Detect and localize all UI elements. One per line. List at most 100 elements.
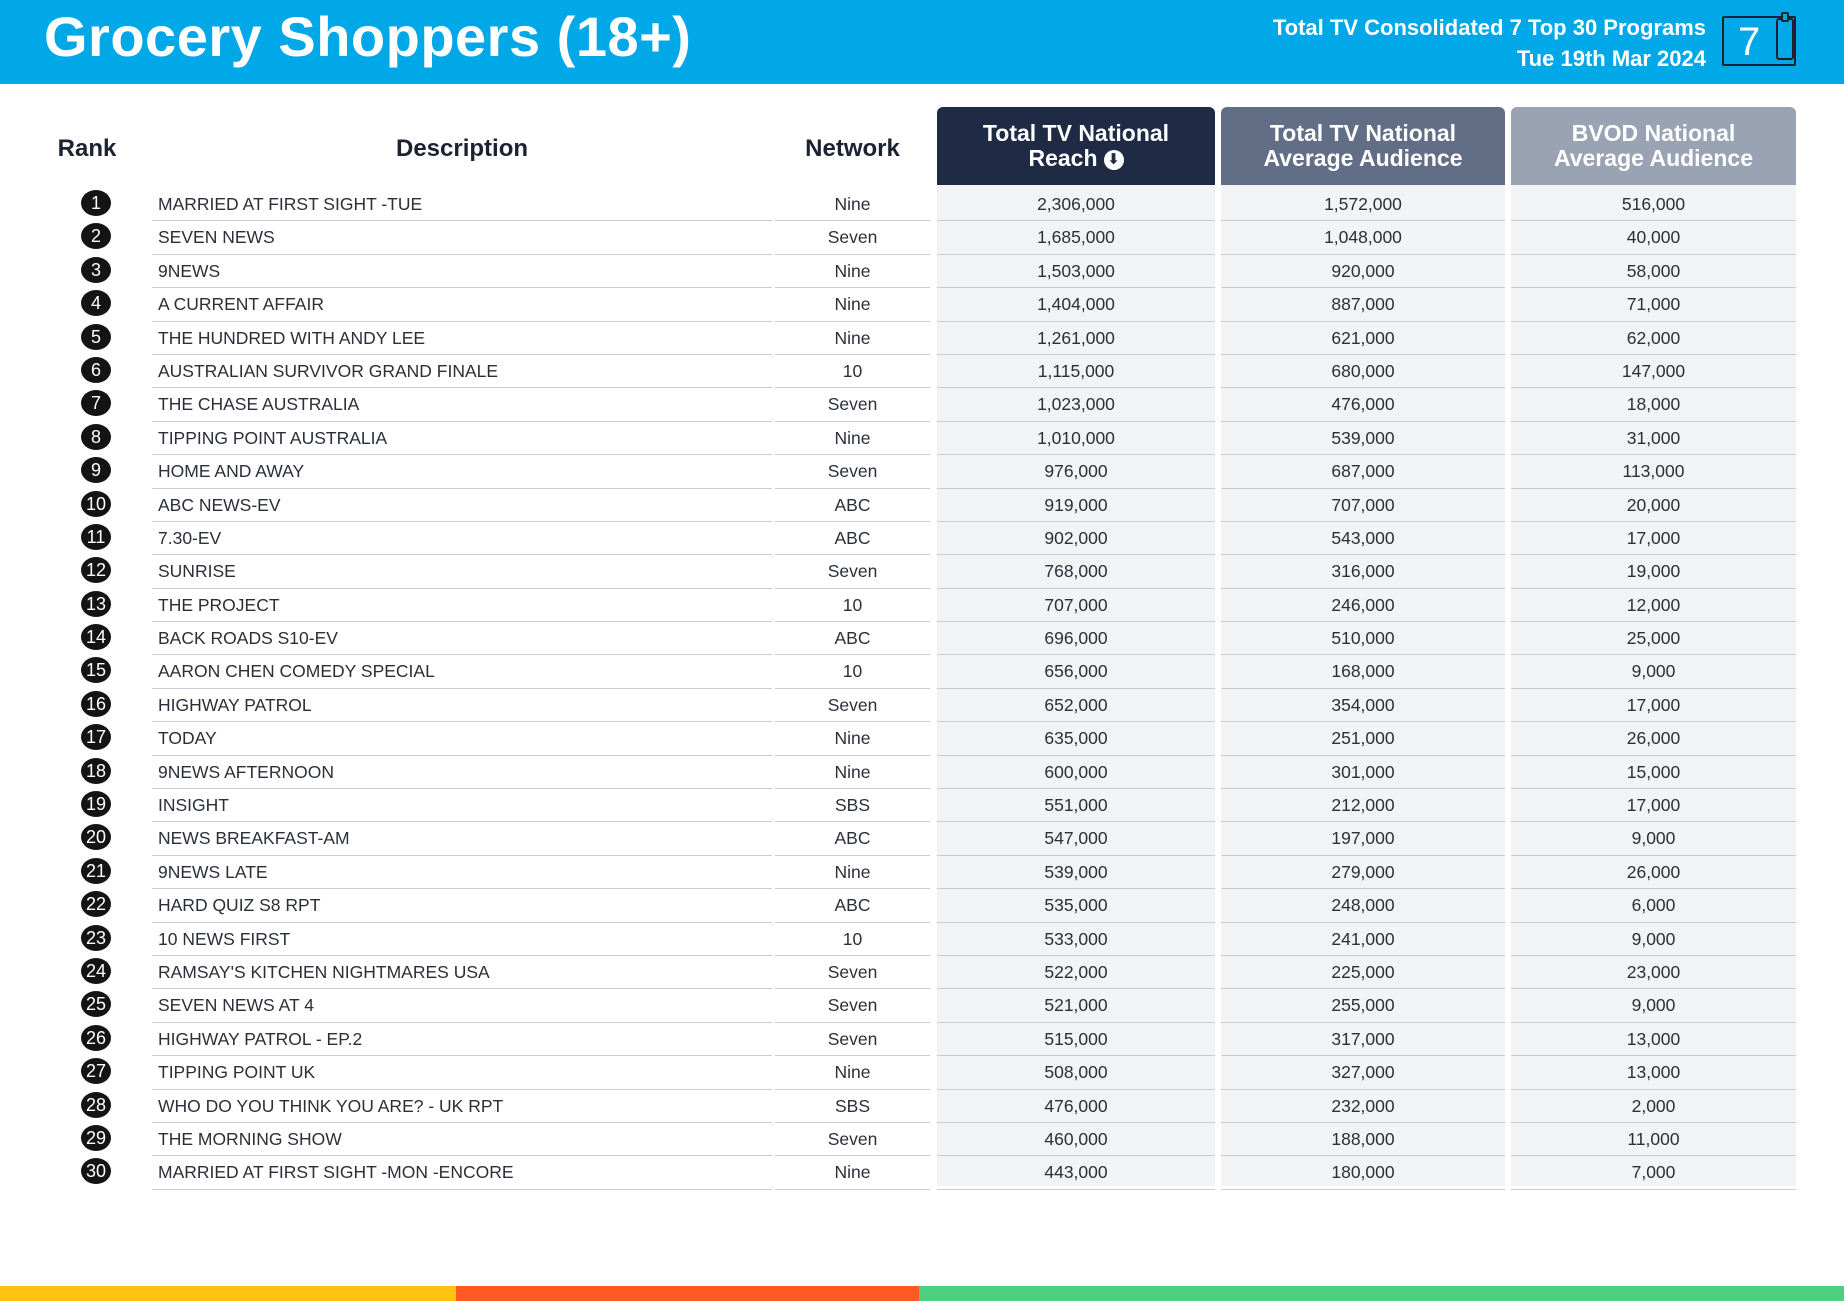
- programs-table: 1 MARRIED AT FIRST SIGHT -TUE Nine 2,306,00…: [0, 188, 1844, 1190]
- network-cell: Seven: [775, 989, 930, 1023]
- rank-badge: 27: [81, 1058, 111, 1085]
- network-cell: SBS: [775, 789, 930, 823]
- avg-audience-cell: 225,000: [1221, 956, 1505, 990]
- network-cell: Nine: [775, 856, 930, 890]
- program-description: RAMSAY'S KITCHEN NIGHTMARES USA: [152, 956, 772, 990]
- program-description: THE PROJECT: [152, 589, 772, 623]
- program-description: 9NEWS LATE: [152, 856, 772, 890]
- rank-badge: 2: [81, 223, 111, 250]
- bvod-audience-cell: 13,000: [1511, 1023, 1796, 1057]
- table-row[interactable]: 13 THE PROJECT 10 707,000 246,000 12,000: [0, 589, 1844, 623]
- avg-audience-cell: 539,000: [1221, 422, 1505, 456]
- network-cell: Nine: [775, 722, 930, 756]
- rank-badge: 18: [81, 757, 111, 784]
- table-row[interactable]: 7 THE CHASE AUSTRALIA Seven 1,023,000 476,00…: [0, 388, 1844, 422]
- table-row[interactable]: 25 SEVEN NEWS AT 4 Seven 521,000 255,000 9,00…: [0, 989, 1844, 1023]
- reach-cell: 1,404,000: [937, 288, 1215, 322]
- program-description: MARRIED AT FIRST SIGHT -MON -ENCORE: [152, 1156, 772, 1190]
- table-row[interactable]: 24 RAMSAY'S KITCHEN NIGHTMARES USA Seven 52…: [0, 956, 1844, 990]
- table-row[interactable]: 17 TODAY Nine 635,000 251,000 26,000: [0, 722, 1844, 756]
- program-description: AUSTRALIAN SURVIVOR GRAND FINALE: [152, 355, 772, 389]
- table-row[interactable]: 9 HOME AND AWAY Seven 976,000 687,000 113,000: [0, 455, 1844, 489]
- rank-badge: 25: [81, 991, 111, 1018]
- network-cell: ABC: [775, 822, 930, 856]
- bvod-audience-cell: 25,000: [1511, 622, 1796, 656]
- table-row[interactable]: 21 9NEWS LATE Nine 539,000 279,000 26,000: [0, 856, 1844, 890]
- table-row[interactable]: 6 AUSTRALIAN SURVIVOR GRAND FINALE 10 1,115…: [0, 355, 1844, 389]
- avg-audience-cell: 327,000: [1221, 1056, 1505, 1090]
- avg-audience-cell: 1,048,000: [1221, 221, 1505, 255]
- rank-badge: 28: [81, 1091, 111, 1118]
- avg-audience-cell: 476,000: [1221, 388, 1505, 422]
- table-row[interactable]: 26 HIGHWAY PATROL - EP.2 Seven 515,000 317,0…: [0, 1023, 1844, 1057]
- network-cell: Nine: [775, 188, 930, 222]
- table-row[interactable]: 8 TIPPING POINT AUSTRALIA Nine 1,010,000 539…: [0, 422, 1844, 456]
- program-description: HOME AND AWAY: [152, 455, 772, 489]
- table-row[interactable]: 3 9NEWS Nine 1,503,000 920,000 58,000: [0, 255, 1844, 289]
- footer-strip-yellow: [0, 1286, 456, 1301]
- network-cell: Seven: [775, 1123, 930, 1157]
- table-row[interactable]: 29 THE MORNING SHOW Seven 460,000 188,000 11,…: [0, 1123, 1844, 1157]
- reach-cell: 1,010,000: [937, 422, 1215, 456]
- table-row[interactable]: 1 MARRIED AT FIRST SIGHT -TUE Nine 2,306,00…: [0, 188, 1844, 222]
- avg-audience-cell: 510,000: [1221, 622, 1505, 656]
- sort-down-icon[interactable]: ⬇: [1103, 149, 1124, 170]
- rank-badge: 6: [81, 356, 111, 383]
- reach-cell: 1,503,000: [937, 255, 1215, 289]
- reach-cell: 476,000: [937, 1090, 1215, 1123]
- table-row[interactable]: 12 SUNRISE Seven 768,000 316,000 19,000: [0, 555, 1844, 589]
- reach-cell: 2,306,000: [937, 188, 1215, 222]
- avg-audience-cell: 707,000: [1221, 489, 1505, 522]
- network-cell: Seven: [775, 555, 930, 589]
- reach-cell: 521,000: [937, 989, 1215, 1023]
- rank-badge: 16: [81, 690, 111, 717]
- rank-badge: 4: [81, 290, 111, 317]
- bvod-audience-cell: 9,000: [1511, 923, 1796, 956]
- table-row[interactable]: 20 NEWS BREAKFAST-AM ABC 547,000 197,000 9,00…: [0, 822, 1844, 856]
- program-description: A CURRENT AFFAIR: [152, 288, 772, 322]
- table-row[interactable]: 16 HIGHWAY PATROL Seven 652,000 354,000 17,00…: [0, 689, 1844, 723]
- network-cell: 10: [775, 923, 930, 956]
- avg-audience-cell: 241,000: [1221, 923, 1505, 956]
- program-description: HARD QUIZ S8 RPT: [152, 889, 772, 923]
- bvod-audience-cell: 9,000: [1511, 989, 1796, 1023]
- program-description: ABC NEWS-EV: [152, 489, 772, 522]
- table-row[interactable]: 18 9NEWS AFTERNOON Nine 600,000 301,000 15,00…: [0, 756, 1844, 790]
- avg-audience-cell: 317,000: [1221, 1023, 1505, 1057]
- reach-cell: 551,000: [937, 789, 1215, 823]
- table-row[interactable]: 28 WHO DO YOU THINK YOU ARE? - UK RPT SBS 4…: [0, 1090, 1844, 1123]
- table-row[interactable]: 23 10 NEWS FIRST 10 533,000 241,000 9,000: [0, 923, 1844, 956]
- table-row[interactable]: 27 TIPPING POINT UK Nine 508,000 327,000 13,0…: [0, 1056, 1844, 1090]
- table-row[interactable]: 15 AARON CHEN COMEDY SPECIAL 10 656,000 168,…: [0, 655, 1844, 689]
- network-cell: Seven: [775, 221, 930, 255]
- reach-cell: 1,023,000: [937, 388, 1215, 422]
- table-row[interactable]: 19 INSIGHT SBS 551,000 212,000 17,000: [0, 789, 1844, 823]
- reach-cell: 919,000: [937, 489, 1215, 522]
- footer-strip-green: [919, 1286, 1844, 1301]
- column-header-avg-audience[interactable]: Total TV National Average Audience: [1221, 107, 1505, 185]
- report-subtitle: Total TV Consolidated 7 Top 30 Programs …: [1273, 12, 1706, 74]
- reach-column-bg: [937, 185, 1215, 1186]
- table-row[interactable]: 2 SEVEN NEWS Seven 1,685,000 1,048,000 40,000: [0, 221, 1844, 255]
- reach-cell: 1,261,000: [937, 322, 1215, 355]
- table-row[interactable]: 11 7.30-EV ABC 902,000 543,000 17,000: [0, 522, 1844, 556]
- avg-audience-cell: 212,000: [1221, 789, 1505, 823]
- bvod-column-bg: [1511, 185, 1796, 1186]
- avg-audience-cell: 180,000: [1221, 1156, 1505, 1190]
- avg-audience-cell: 680,000: [1221, 355, 1505, 389]
- table-row[interactable]: 10 ABC NEWS-EV ABC 919,000 707,000 20,000: [0, 489, 1844, 522]
- table-row[interactable]: 14 BACK ROADS S10-EV ABC 696,000 510,000 25,0…: [0, 622, 1844, 656]
- table-row[interactable]: 4 A CURRENT AFFAIR Nine 1,404,000 887,000 71,…: [0, 288, 1844, 322]
- program-description: SEVEN NEWS AT 4: [152, 989, 772, 1023]
- bvod-audience-cell: 58,000: [1511, 255, 1796, 289]
- table-row[interactable]: 22 HARD QUIZ S8 RPT ABC 535,000 248,000 6,000: [0, 889, 1844, 923]
- column-header-bvod-audience[interactable]: BVOD National Average Audience: [1511, 107, 1796, 185]
- avg-audience-cell: 543,000: [1221, 522, 1505, 556]
- network-cell: ABC: [775, 889, 930, 923]
- column-header-reach[interactable]: Total TV National Reach ⬇: [937, 107, 1215, 185]
- rank-badge: 23: [81, 924, 111, 951]
- bvod-audience-cell: 6,000: [1511, 889, 1796, 923]
- rank-badge: 5: [81, 323, 111, 350]
- table-row[interactable]: 5 THE HUNDRED WITH ANDY LEE Nine 1,261,000 6…: [0, 322, 1844, 355]
- table-row[interactable]: 30 MARRIED AT FIRST SIGHT -MON -ENCORE Nin…: [0, 1156, 1844, 1190]
